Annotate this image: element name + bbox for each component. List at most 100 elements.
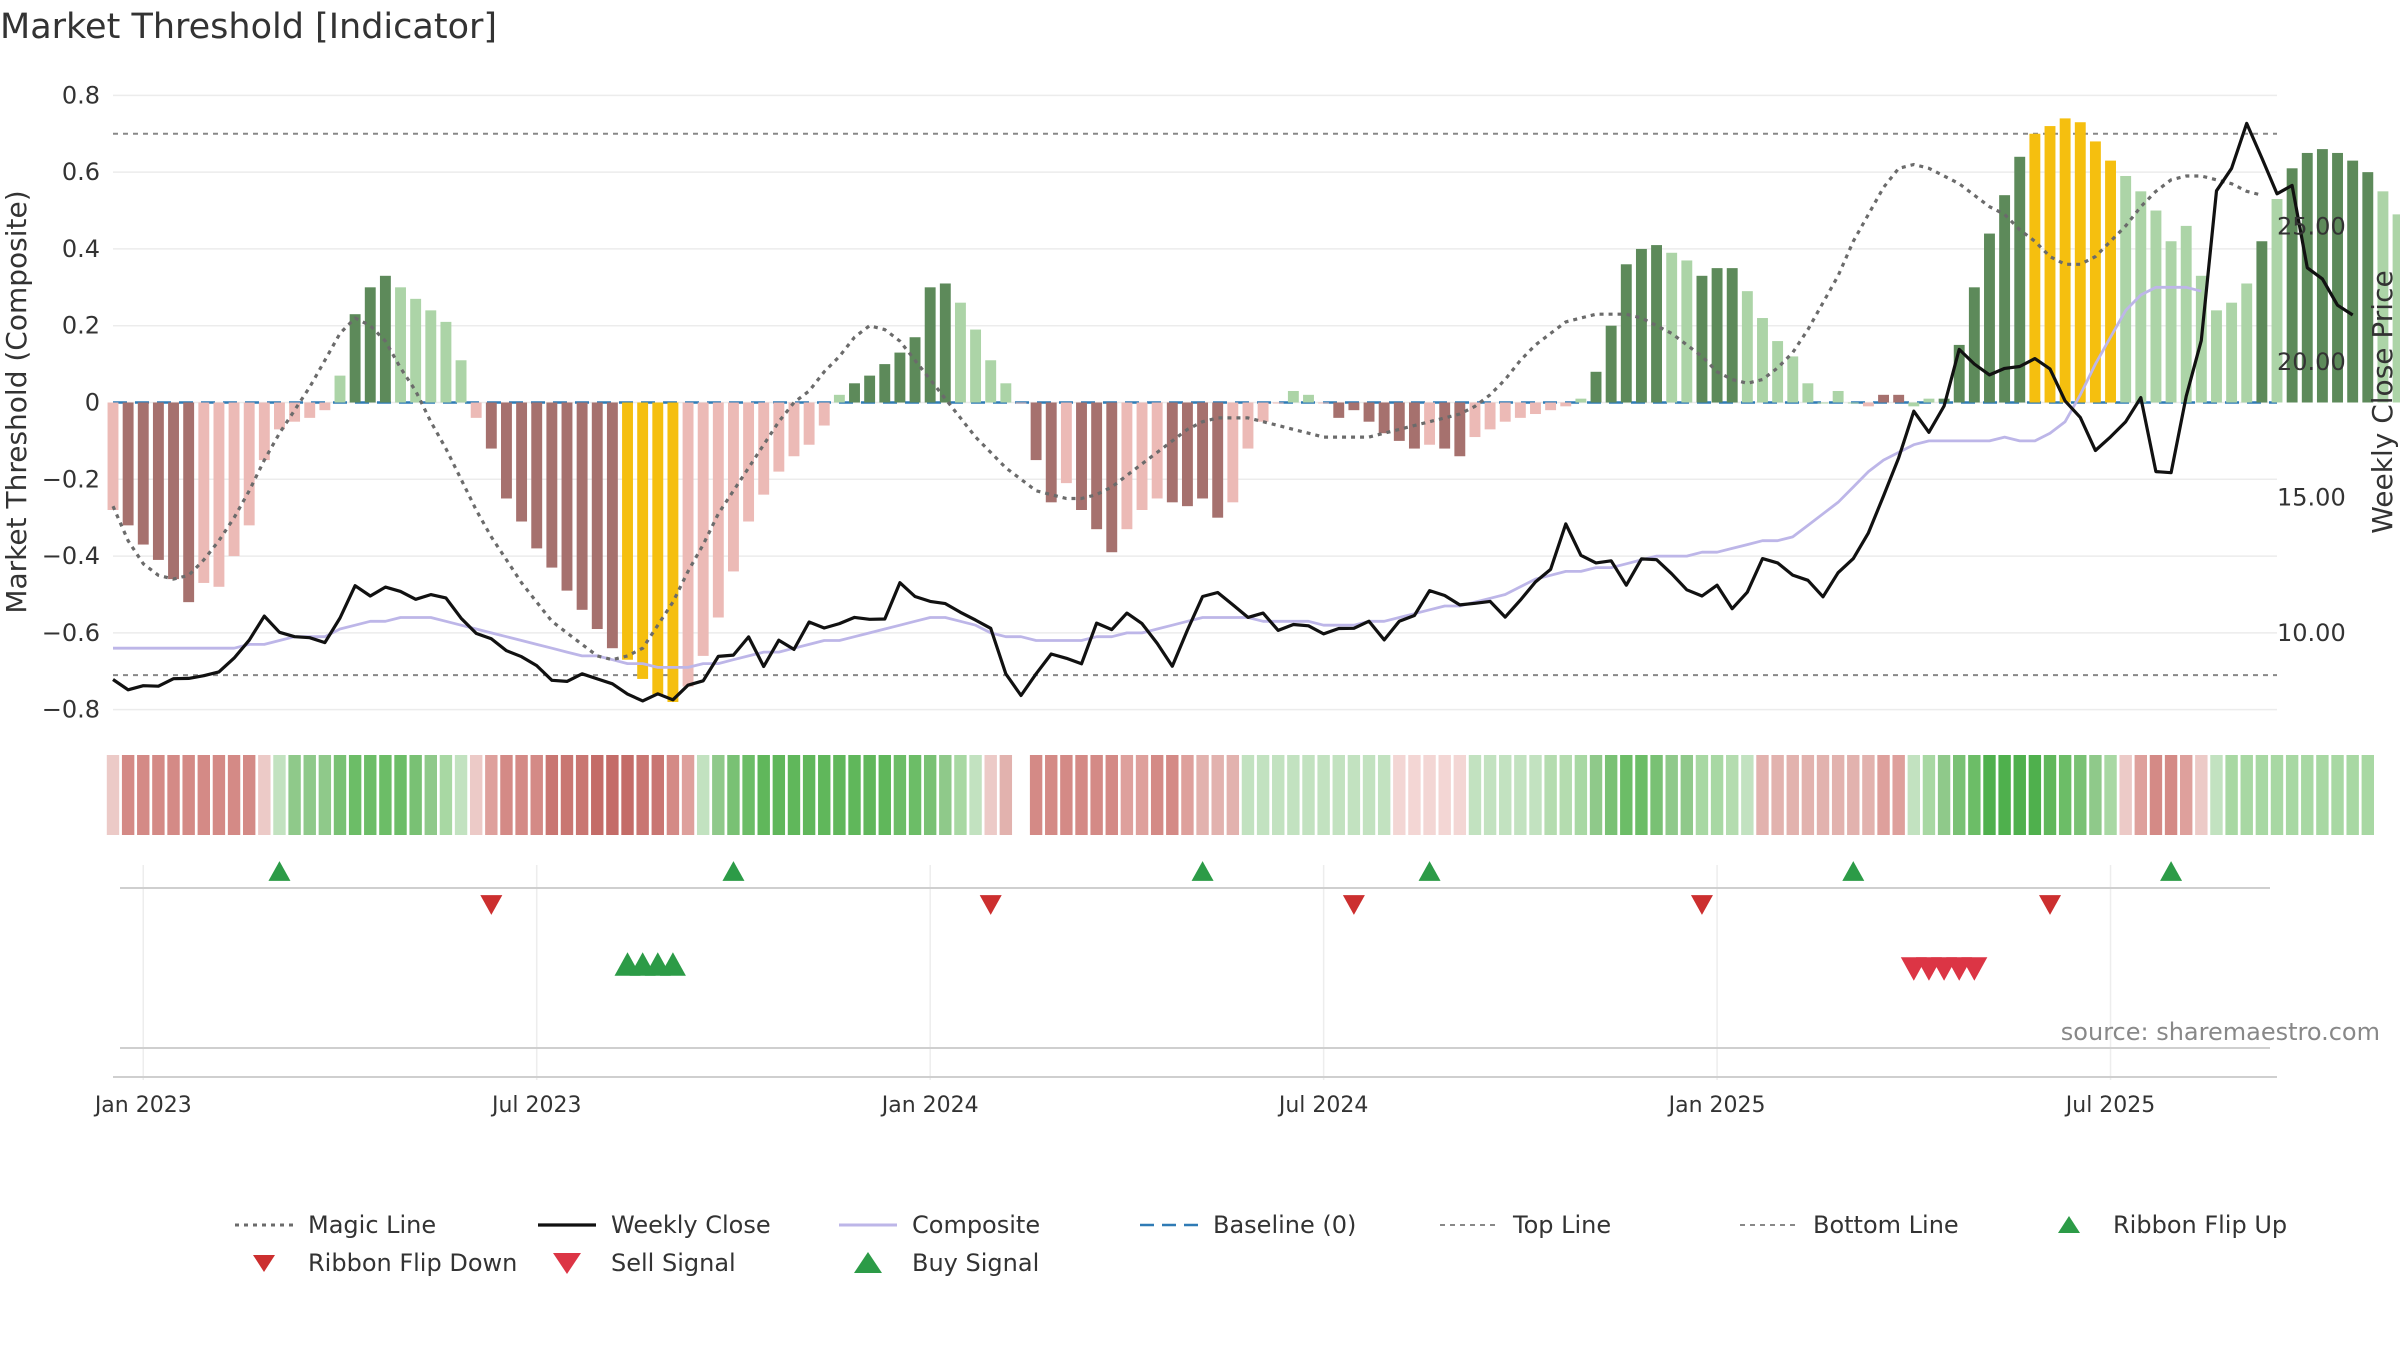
composite-bar [2165,241,2177,403]
composite-bar [2332,152,2343,403]
composite-bar [1757,318,1768,403]
ribbon-cell [439,755,453,835]
composite-bar [864,375,876,403]
composite-bar [652,402,664,695]
composite-bar [1923,398,1935,403]
legend-swatch [2058,1216,2080,1233]
ribbon-cell [1862,755,1875,835]
composite-bar [2150,210,2162,403]
x-tick-label: Jan 2024 [880,1093,979,1118]
composite-bar [909,337,921,403]
composite-bar [274,402,285,430]
ribbon-cell [2134,755,2148,835]
composite-bar [697,402,709,656]
ribbon-cell [167,755,180,835]
composite-bar [2256,241,2268,403]
ribbon-cell [2346,755,2359,835]
ribbon-cell [999,755,1013,835]
ribbon-cell [1998,755,2011,835]
ribbon-cell [908,755,922,835]
grid-layer [113,94,2277,1080]
legend-item-flip_up: Ribbon Flip Up [2058,1211,2287,1239]
composite-bar [470,402,482,418]
ribbon-cell [939,755,952,835]
ribbon-cell [379,755,392,835]
ribbon-cell [1317,755,1330,835]
composite-bar [894,352,906,403]
composite-bar [440,321,452,403]
composite-bar [1862,402,1874,407]
ribbon-cell [636,755,649,835]
composite-bar [243,402,255,526]
ribbon-flip-down-marker [480,895,503,915]
ribbon-cell [1620,755,1633,835]
composite-bar [1091,402,1103,530]
composite-bar [1984,233,1995,403]
composite-bar [576,402,588,610]
composite-bar [213,402,225,587]
y-tick-label: 0.4 [62,235,100,263]
x-tick-label: Jul 2024 [1277,1093,1369,1118]
ribbon-cell [1741,755,1754,835]
ribbon-cell [2013,755,2026,835]
ribbon-cell [848,755,861,835]
composite-bar [591,402,603,630]
composite-bar [2044,126,2056,403]
composite-bar [1242,402,1254,449]
ribbon-cell [2331,755,2344,835]
ribbon-cell [2240,755,2253,835]
ribbon-cell [273,755,286,835]
y-right-tick-label: 20.00 [2277,348,2346,376]
composite-bar [1121,402,1133,530]
composite-bar [1303,394,1314,403]
ribbon-cell [1544,755,1557,835]
legend-item-weekly: Weekly Close [538,1211,771,1239]
ribbon-cell [2104,755,2117,835]
composite-bar [152,402,164,560]
legend-item-sell: Sell Signal [553,1249,736,1277]
ribbon-cell [1256,755,1270,835]
composite-bar [2377,191,2389,403]
legend-item-magic: Magic Line [235,1211,436,1239]
ribbon-cell [348,755,362,835]
composite-bar [788,402,800,457]
composite-bar [2029,133,2041,403]
composite-bar [1605,325,1617,403]
legend-item-buy: Buy Signal [854,1249,1039,1277]
composite-bar [970,329,982,403]
ribbon-strip [106,755,2375,835]
ribbon-cell [818,755,831,835]
y-right-axis-label: Weekly Close Price [2366,270,2399,533]
ribbon-cell [1453,755,1467,835]
composite-line [113,285,2202,669]
legend-label: Baseline (0) [1213,1211,1356,1239]
legend-item-baseline: Baseline (0) [1140,1211,1356,1239]
y-tick-label: 0.8 [62,81,100,109]
ribbon-cell [288,755,301,835]
ribbon-flip-up-marker [1842,861,1865,881]
ribbon-cell [969,755,982,835]
composite-bar [622,402,633,660]
ribbon-cell [1060,755,1073,835]
ribbon-cell [1377,755,1391,835]
composite-bar [1318,402,1330,404]
composite-bar [501,402,512,499]
ribbon-cell [409,755,422,835]
ribbon-cell [1877,755,1890,835]
ribbon-cell [227,755,241,835]
y-tick-label: −0.2 [42,465,100,493]
composite-bar [364,287,376,403]
legend-label: Buy Signal [912,1249,1039,1277]
ribbon-cell [2149,755,2163,835]
composite-bar [1045,402,1057,503]
ribbon-cell [666,755,680,835]
ribbon-flip-down-marker [979,895,1002,915]
ribbon-cell [833,755,846,835]
composite-bar [2014,156,2026,403]
composite-bar [1257,402,1269,422]
ribbon-cell [1090,755,1103,835]
composite-bar [1015,402,1027,404]
ribbon-cell [1135,755,1149,835]
composite-bar [1439,402,1451,449]
composite-bar [773,402,785,472]
